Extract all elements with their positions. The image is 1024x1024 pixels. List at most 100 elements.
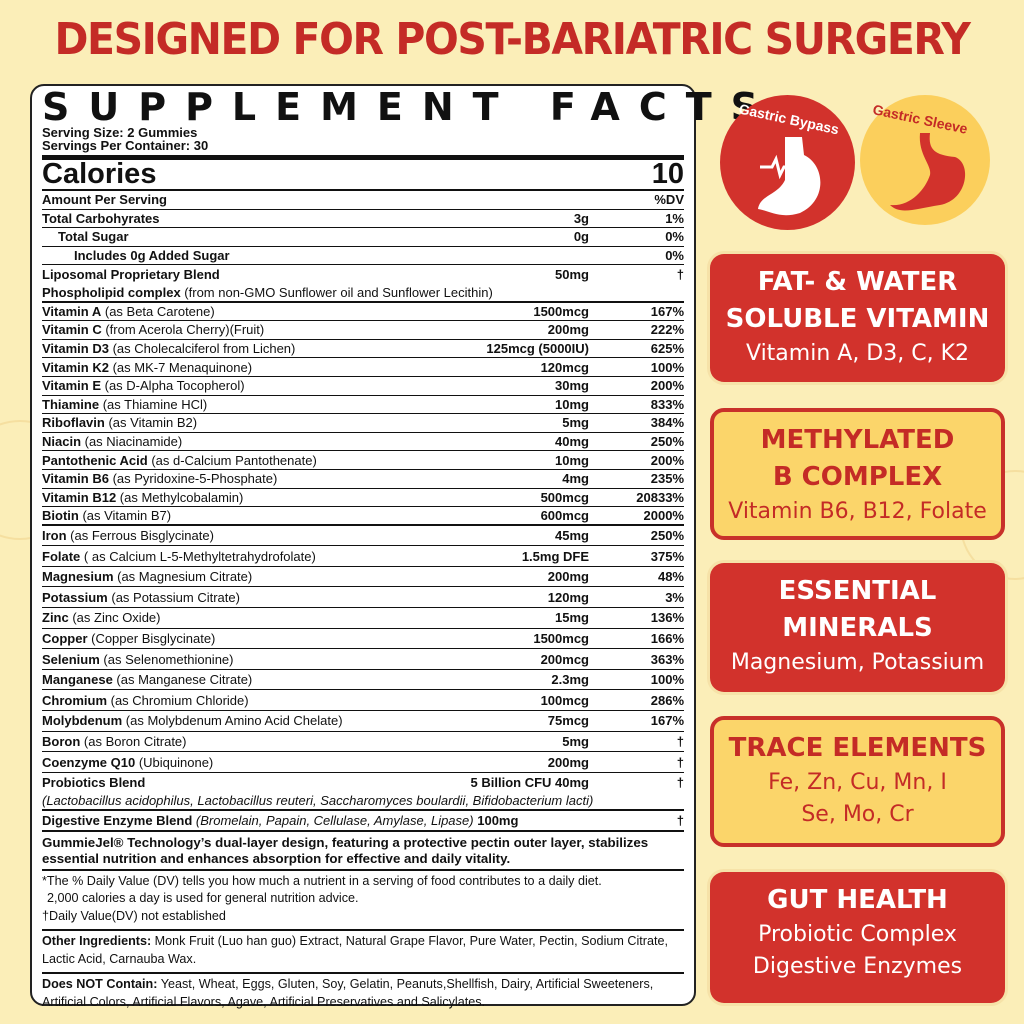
nutrient-dv: 3% xyxy=(665,589,684,605)
nutrient-desc: (as Beta Carotene) xyxy=(101,303,215,319)
nutrient-desc: ( as Calcium L-5-Methyltetrahydrofolate) xyxy=(80,548,316,564)
nutrient-name: Phospholipid complex xyxy=(42,284,181,300)
gummiejel-statement: GummieJel® Technology’s dual-layer desig… xyxy=(42,832,684,871)
nutrient-name: Folate xyxy=(42,548,81,564)
nutrient-dv: 1% xyxy=(665,210,684,226)
nutrient-amount: 3g xyxy=(573,210,589,226)
nutrient-dv: † xyxy=(676,754,684,770)
calories-row: Calories 10 xyxy=(42,160,684,191)
nutrient-dv: † xyxy=(676,812,684,828)
nutrient-name: Vitamin A xyxy=(42,303,102,319)
nutrient-row: Vitamin B12 (as Methylcobalamin) 500mcg 20… xyxy=(42,489,684,508)
does-not-contain: Does NOT Contain: Yeast, Wheat, Eggs, Gl… xyxy=(42,974,684,1015)
nutrient-name: Vitamin C xyxy=(42,322,102,338)
nutrient-row: Vitamin D3 (as Cholecalciferol from Lich… xyxy=(42,340,684,359)
nutrient-amount: 2.3mg xyxy=(551,672,589,688)
nutrient-desc: (as Niacinamide) xyxy=(81,434,183,450)
nutrient-dv: 167% xyxy=(650,303,684,319)
nutrient-row: Folate ( as Calcium L-5-Methyltetrahydro… xyxy=(42,546,684,567)
nutrient-dv: 100% xyxy=(650,672,684,688)
nutrient-dv: 833% xyxy=(650,396,684,412)
nutrient-amount: 1.5mg DFE xyxy=(521,548,589,564)
nutrient-amount: 10mg xyxy=(555,452,589,468)
nutrient-desc: (as Cholecalciferol from Lichen) xyxy=(108,341,296,357)
card-subtitle: Magnesium, Potassium xyxy=(730,650,985,675)
nutrient-dv: † xyxy=(676,267,684,283)
nutrient-amount: 30mg xyxy=(555,378,589,394)
nutrient-row: Magnesium (as Magnesium Citrate) 200mg 48% xyxy=(42,567,684,588)
nutrient-amount: 100mg xyxy=(477,812,519,828)
nutrient-name: Selenium xyxy=(42,651,100,667)
nutrient-dv: 384% xyxy=(650,415,684,431)
nutrient-desc: (Copper Bisglycinate) xyxy=(87,630,216,646)
label-title: SUPPLEMENT FACTS xyxy=(42,85,778,129)
nutrient-dv: 48% xyxy=(657,569,684,585)
nutrient-name: Pantothenic Acid xyxy=(42,452,148,468)
nutrient-desc: (as Magnesium Citrate) xyxy=(113,569,253,585)
nutrient-row: Zinc (as Zinc Oxide) 15mg 136% xyxy=(42,608,684,629)
nutrient-row: Total Sugar 0g 0% xyxy=(42,228,684,247)
card-subtitle: Probiotic Complex xyxy=(758,922,957,947)
nutrient-row: Biotin (as Vitamin B7) 600mcg 2000% xyxy=(42,507,684,526)
nutrient-dv: 625% xyxy=(650,341,684,357)
footnote-dv: *The % Daily Value (DV) tells you how mu… xyxy=(42,873,602,888)
nutrient-amount: 5 Billion CFU 40mg xyxy=(470,774,589,790)
feature-card: FAT- & WATER SOLUBLE VITAMIN Vitamin A, D3… xyxy=(710,254,1005,382)
nutrient-amount: 125mcg (5000IU) xyxy=(486,341,589,357)
nutrient-desc: (as Thiamine HCl) xyxy=(99,396,208,412)
nutrient-name: Thiamine xyxy=(42,396,100,412)
card-title: METHYLATED xyxy=(760,425,955,455)
other-ingredients: Other Ingredients: Monk Fruit (Luo han g… xyxy=(42,931,684,975)
nutrient-amount: 600mcg xyxy=(540,507,589,523)
nutrient-desc: (as Methylcobalamin) xyxy=(116,489,244,505)
nutrient-name: Vitamin E xyxy=(42,378,102,394)
nutrient-name: Biotin xyxy=(42,507,79,523)
calories-label: Calories xyxy=(42,158,157,190)
feature-card: ESSENTIAL MINERALS Magnesium, Potassium xyxy=(710,563,1005,692)
nutrient-row: Vitamin A (as Beta Carotene) 1500mcg 167% xyxy=(42,303,684,322)
nutrient-row: Thiamine (as Thiamine HCl) 10mg 833% xyxy=(42,396,684,415)
nutrient-desc: (as Selenomethionine) xyxy=(99,651,234,667)
nutrient-name: Molybdenum xyxy=(42,713,123,729)
nutrient-amount: 120mg xyxy=(547,589,589,605)
nutrient-row: Potassium (as Potassium Citrate) 120mg 3% xyxy=(42,587,684,609)
supplement-facts-label: SUPPLEMENT FACTS Serving Size: 2 Gummies… xyxy=(30,84,778,1009)
nutrient-name: Total Sugar xyxy=(58,229,129,245)
probiotics-row: Probiotics Blend 5 Billion CFU 40mg † xyxy=(42,773,684,792)
card-subtitle: Fe, Zn, Cu, Mn, I xyxy=(768,770,947,795)
nutrient-amount: 10mg xyxy=(555,396,589,412)
nutrient-name: Digestive Enzyme Blend xyxy=(42,812,193,828)
nutrient-name: Niacin xyxy=(42,434,82,450)
nutrient-amount: 120mcg xyxy=(540,359,589,375)
nutrient-dv: 286% xyxy=(650,692,684,708)
nutrient-amount: 0g xyxy=(573,229,589,245)
amount-per-serving: Amount Per Serving xyxy=(42,192,167,208)
nutrient-desc: (as Vitamin B7) xyxy=(78,507,172,523)
servings-per-container: Servings Per Container: 30 xyxy=(42,138,209,153)
card-subtitle: Digestive Enzymes xyxy=(752,954,963,979)
footnote-calories: 2,000 calories a day is used for general… xyxy=(47,891,359,906)
nutrient-amount: 5mg xyxy=(562,415,589,431)
nutrient-desc: (as Potassium Citrate) xyxy=(107,589,240,605)
nutrient-dv: 2000% xyxy=(643,507,684,523)
nutrient-amount: 40mg xyxy=(555,434,589,450)
nutrient-amount: 4mg xyxy=(562,471,589,487)
calories-value: 10 xyxy=(651,158,684,190)
nutrient-row: Pantothenic Acid (as d-Calcium Pantothen… xyxy=(42,451,684,470)
nutrient-desc: (from non-GMO Sunflower oil and Sunflowe… xyxy=(180,284,493,300)
nutrient-dv: 0% xyxy=(665,229,684,245)
nutrient-dv: 20833% xyxy=(636,489,684,505)
nutrient-name: Copper xyxy=(42,630,88,646)
nutrient-dv: 200% xyxy=(650,378,684,394)
nutrient-name: Probiotics Blend xyxy=(42,774,146,790)
card-subtitle: Se, Mo, Cr xyxy=(801,802,914,827)
nutrient-desc: (as Vitamin B2) xyxy=(104,415,198,431)
nutrient-row: Vitamin C (from Acerola Cherry)(Fruit) 20… xyxy=(42,321,684,340)
nutrient-dv: 166% xyxy=(650,630,684,646)
nutrient-name: Potassium xyxy=(42,589,108,605)
stomach-bypass-icon xyxy=(758,137,821,216)
nutrient-desc: (Bromelain, Papain, Cellulase, Amylase, … xyxy=(192,812,474,828)
nutrient-name: Vitamin K2 xyxy=(42,359,109,375)
card-title: FAT- & WATER xyxy=(757,267,958,297)
probiotic-strains: (Lactobacillus acidophilus, Lactobacillu… xyxy=(42,792,684,811)
